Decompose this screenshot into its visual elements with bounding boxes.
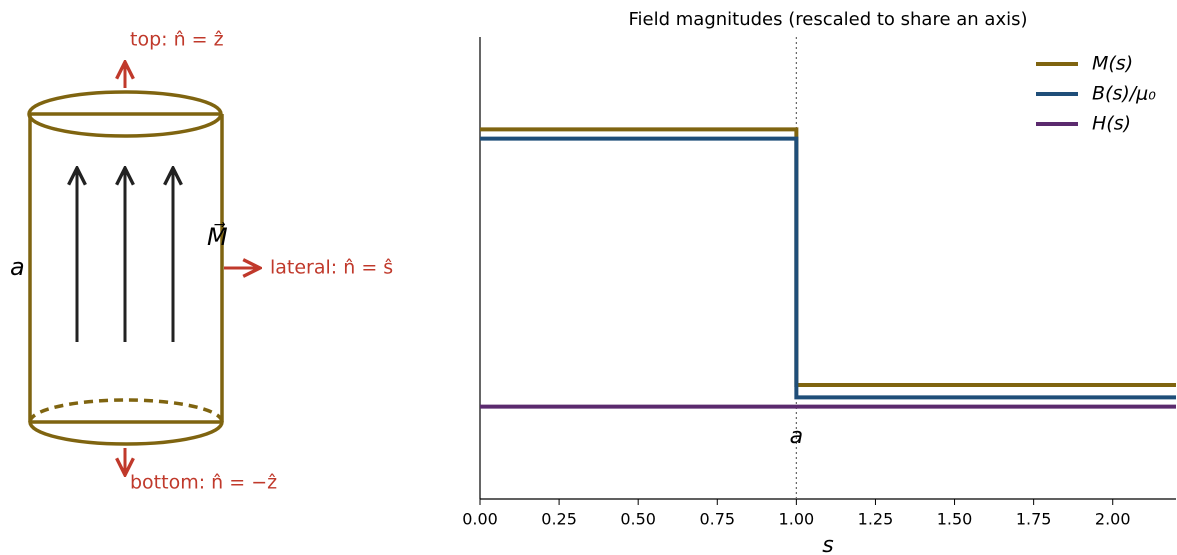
chart-title: Field magnitudes (rescaled to share an a…: [628, 9, 1027, 30]
bottom-label: bottom: n̂ = −ẑ: [130, 472, 277, 494]
x-tick-label: 0.50: [620, 510, 656, 529]
cylinder-bottom-back: [28, 398, 224, 423]
x-tick-label: 1.00: [779, 510, 815, 529]
legend-label: B(s)/μ₀: [1092, 83, 1156, 105]
series-line: [480, 127, 1176, 388]
annotation: a: [790, 424, 803, 449]
x-tick-label: 0.25: [541, 510, 577, 529]
normal-arrows: [125, 62, 260, 475]
legend-label: M(s): [1092, 53, 1133, 75]
cylinder-bottom-front: [28, 421, 224, 446]
lateral-label: lateral: n̂ = ŝ: [270, 257, 393, 279]
x-tick-label: 2.00: [1095, 510, 1131, 529]
x-axis-label: s: [822, 533, 833, 555]
legend-label: H(s): [1092, 113, 1131, 135]
x-tick-label: 0.00: [462, 510, 498, 529]
x-tick-label: 0.75: [699, 510, 735, 529]
x-tick-label: 1.50: [937, 510, 973, 529]
top-label: top: n̂ = ẑ: [130, 29, 224, 51]
cylinder-diagram: [27, 90, 224, 446]
x-tick-label: 1.75: [1016, 510, 1052, 529]
magnetization-label: M⃗: [207, 222, 228, 251]
series-line: [480, 136, 1176, 400]
magnetization-arrows: [77, 168, 173, 342]
radius-label: a: [10, 253, 25, 281]
x-tick-label: 1.25: [858, 510, 894, 529]
